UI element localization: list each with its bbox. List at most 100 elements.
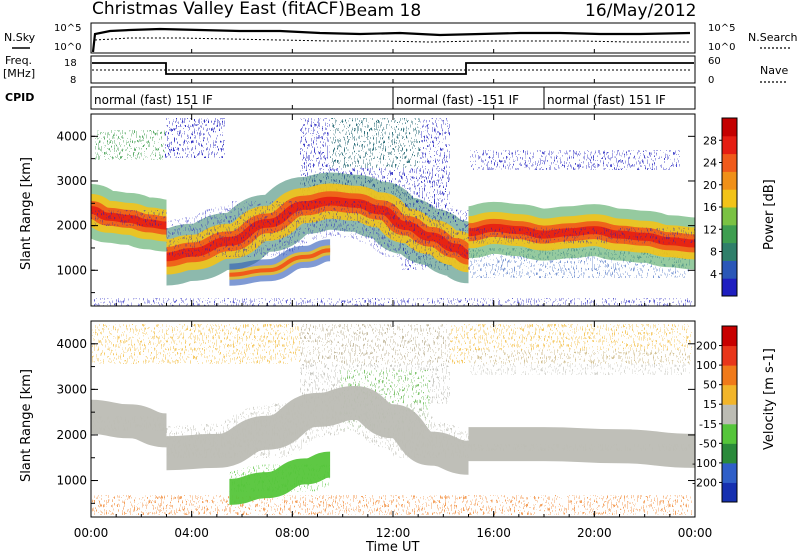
tick-left-freq-min: 8 [70, 75, 76, 86]
y-tick-label: 3000 [56, 382, 87, 396]
power-colorbar-swatch [722, 135, 737, 155]
freq-label-line2: [MHz] [3, 67, 35, 80]
power-low-band [229, 248, 331, 277]
y-tick-label: 3000 [56, 174, 87, 188]
noise-strip [90, 22, 696, 54]
power-colorbar-tick-label: 4 [710, 268, 717, 281]
frequency-strip [90, 55, 696, 84]
power-scatter-patch [92, 298, 692, 306]
cpid-label: CPID [5, 91, 34, 104]
velocity-colorbar-tick-label: 200 [696, 340, 717, 353]
y-tick-label: 1000 [56, 474, 87, 488]
velocity-colorbar-swatch [722, 384, 737, 405]
power-scatter-patch [165, 118, 225, 158]
velocity-colorbar-tick-label: 50 [703, 379, 717, 392]
freq-label-line1: Freq. [5, 54, 32, 67]
velocity-colorbar-swatch [722, 326, 737, 347]
velocity-colorbar-swatch [722, 443, 737, 464]
velocity-colorbar-tick-label: 15 [703, 398, 717, 411]
noise-sky-trace [91, 27, 691, 53]
nsearch-label: N.Search [748, 31, 798, 44]
power-colorbar-tick-label: 12 [703, 223, 717, 236]
cpid-segment-label: normal (fast) -151 IF [396, 93, 519, 107]
cpid-segment-label: normal (fast) 151 IF [547, 93, 666, 107]
power-colorbar-tick-label: 28 [703, 134, 717, 147]
velocity-band-halo [228, 443, 332, 513]
power-colorbar-swatch [722, 242, 737, 261]
frequency-trace [92, 62, 694, 75]
power-colorbar-tick-label: 24 [703, 157, 717, 170]
tick-right-freq-max: 60 [708, 56, 721, 67]
power-colorbar-swatch [722, 153, 737, 172]
power-colorbar-swatch [722, 260, 737, 279]
velocity-y-axis-label: Slant Range [km] [19, 369, 34, 482]
nsky-label: N.Sky [4, 31, 36, 44]
velocity-colorbar-tick-label: 100 [696, 359, 717, 372]
power-colorbar-swatch [722, 278, 737, 297]
power-panel [90, 113, 696, 307]
velocity-colorbar-label: Velocity [m s-1] [762, 348, 777, 450]
power-echo-halo [467, 195, 695, 276]
x-tick-label: 20:00 [577, 526, 612, 540]
tick-left-top-min: 10^0 [54, 42, 81, 53]
power-colorbar-label: Power [dB] [762, 179, 777, 250]
power-heatmap [91, 118, 695, 306]
power-scatter-patch [330, 118, 420, 168]
tick-right-top-max: 10^5 [708, 23, 735, 34]
power-colorbar: 28 24 20 16 12 8 4 [703, 117, 738, 297]
velocity-colorbar-swatch [722, 423, 737, 444]
power-colorbar-swatch [722, 171, 737, 190]
x-tick-label: 00:00 [74, 526, 109, 540]
velocity-band-halo [166, 375, 471, 485]
velocity-scatter-patch [470, 350, 690, 375]
y-tick-label: 4000 [56, 129, 87, 143]
tick-left-top-max: 10^5 [54, 23, 81, 34]
x-tick-label: 04:00 [174, 526, 209, 540]
velocity-colorbar-tick-label: -15 [699, 418, 717, 431]
velocity-band-halo [468, 416, 695, 479]
x-tick-label: 00:00 [678, 526, 713, 540]
velocity-colorbar-swatch [722, 404, 737, 425]
power-colorbar-swatch [722, 224, 737, 244]
y-tick-label: 4000 [56, 337, 87, 351]
power-scatter-patch [470, 150, 680, 170]
x-tick-label: 16:00 [476, 526, 511, 540]
power-colorbar-swatch [722, 189, 737, 208]
y-tick-label: 2000 [56, 219, 87, 233]
x-axis-label: Time UT [365, 540, 419, 554]
x-tick-label: 12:00 [376, 526, 411, 540]
power-colorbar-tick-label: 16 [703, 201, 717, 214]
cpid-strip: normal (fast) 151 IF normal (fast) -151 I… [90, 86, 696, 110]
tick-right-freq-min: 0 [708, 75, 714, 86]
date-label: 16/May/2012 [585, 1, 697, 21]
power-colorbar-swatch [722, 207, 737, 226]
figure-title: Christmas Valley East (fitACF) [92, 0, 345, 19]
velocity-colorbar-tick-label: -100 [692, 457, 717, 470]
tick-left-freq-max: 18 [64, 58, 77, 69]
nave-label: Nave [760, 64, 788, 77]
tick-right-top-min: 10^0 [708, 42, 735, 53]
power-colorbar-tick-label: 20 [703, 179, 717, 192]
power-echo-halo [164, 165, 489, 293]
velocity-colorbar-swatch [722, 462, 737, 483]
power-colorbar-swatch [722, 118, 737, 137]
velocity-colorbar-tick-label: -50 [699, 437, 717, 450]
velocity-colorbar: 200 100 50 15 -15 -50 -100 -200 [692, 325, 738, 503]
velocity-colorbar-swatch [722, 365, 737, 386]
y-tick-label: 2000 [56, 428, 87, 442]
y-tick-label: 1000 [56, 263, 87, 277]
velocity-colorbar-frame [721, 325, 738, 503]
power-y-axis-label: Slant Range [km] [19, 157, 34, 270]
velocity-colorbar-swatch [722, 482, 737, 503]
power-colorbar-tick-label: 8 [710, 246, 717, 259]
power-echo-halo [91, 178, 168, 258]
velocity-panel [90, 320, 696, 518]
velocity-colorbar-swatch [722, 345, 737, 366]
axes: 00:00 04:00 08:00 12:00 16:00 20:00 00:00 1000 1… [56, 49, 712, 540]
velocity-heatmap [91, 324, 695, 515]
velocity-scatter-patch [92, 495, 692, 515]
velocity-colorbar-tick-label: -200 [692, 476, 717, 489]
power-scatter-patch [95, 130, 165, 160]
cpid-segment-label: normal (fast) 151 IF [94, 93, 213, 107]
